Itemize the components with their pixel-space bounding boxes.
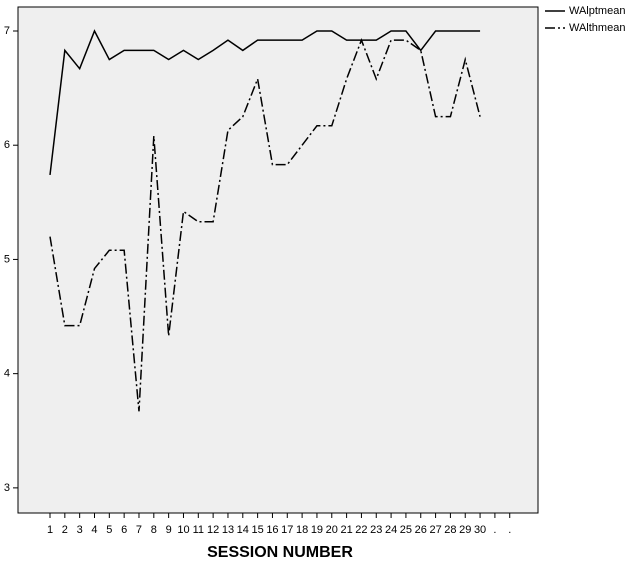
y-tick-label: 3 [4, 482, 10, 494]
x-tick-label: 15 [251, 524, 263, 536]
x-tick-label: 4 [91, 524, 97, 536]
y-tick-label: 7 [4, 25, 10, 37]
x-tick-label: 26 [415, 524, 427, 536]
x-tick-label: 20 [326, 524, 338, 536]
x-tick-label: 8 [151, 524, 157, 536]
x-tick-label: 17 [281, 524, 293, 536]
x-tick-label: 12 [207, 524, 219, 536]
x-tick-label: 2 [62, 524, 68, 536]
x-tick-label: 1 [47, 524, 53, 536]
x-tick-label: 28 [444, 524, 456, 536]
y-tick-label: 4 [4, 368, 10, 380]
x-tick-label: 14 [237, 524, 249, 536]
y-tick-label: 5 [4, 253, 10, 265]
y-tick-label: 6 [4, 139, 10, 151]
x-tick-label: 18 [296, 524, 308, 536]
x-tick-label: 24 [385, 524, 397, 536]
x-tick-label: 5 [106, 524, 112, 536]
x-tick-label: 13 [222, 524, 234, 536]
x-tick-label: 19 [311, 524, 323, 536]
x-axis-title: SESSION NUMBER [207, 544, 353, 561]
x-tick-label: . [508, 524, 511, 536]
series-line [49, 38, 481, 412]
x-tick-label: 29 [459, 524, 471, 536]
x-tick-label: 27 [429, 524, 441, 536]
plot-area [17, 6, 539, 514]
legend-label: WAlptmean [569, 5, 625, 17]
x-tick-label: 30 [474, 524, 486, 536]
x-tick-label: 10 [177, 524, 189, 536]
x-tick-label: 25 [400, 524, 412, 536]
legend-label: WAlthmean [569, 22, 625, 34]
x-tick-label: 3 [77, 524, 83, 536]
x-tick-label: 9 [166, 524, 172, 536]
x-tick-label: 11 [193, 524, 204, 536]
x-tick-label: . [493, 524, 496, 536]
x-tick-label: 22 [355, 524, 367, 536]
series-line [49, 29, 481, 175]
x-tick-label: 21 [340, 524, 352, 536]
x-tick-label: 6 [121, 524, 127, 536]
x-tick-label: 7 [136, 524, 142, 536]
x-tick-label: 16 [266, 524, 278, 536]
x-tick-label: 23 [370, 524, 382, 536]
